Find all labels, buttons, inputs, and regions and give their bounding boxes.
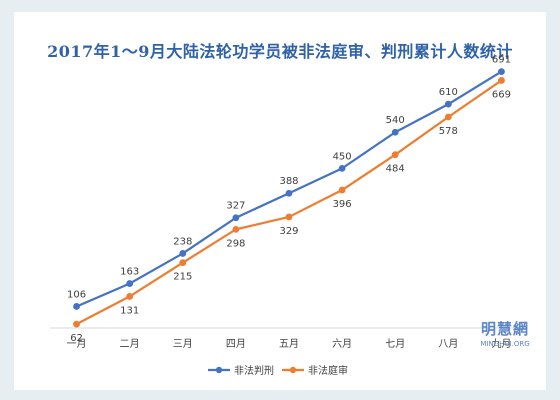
- chart-frame: 2017年1～9月大陆法轮功学员被非法庭审、判刑累计人数统计 一月 二月 三月 四月 五…: [14, 12, 546, 390]
- legend-swatch-marker: [215, 366, 223, 374]
- series-1-point: [73, 303, 80, 310]
- series-1-data-label: 388: [279, 176, 298, 187]
- series-1-point: [338, 164, 346, 172]
- series-1-data-label: 163: [120, 267, 139, 278]
- series-1-data-label: 238: [173, 236, 192, 247]
- series-1-point: [126, 280, 134, 287]
- series-1-data-label: 691: [492, 55, 511, 66]
- series-2-point: [391, 151, 399, 159]
- series-line-2: [76, 79, 503, 326]
- series-2-data-label: 298: [226, 238, 245, 249]
- x-tick-label: 四月: [226, 338, 246, 350]
- minghui-watermark: 明慧網 MINGHUI.ORG: [470, 318, 540, 348]
- x-tick-label: 二月: [120, 338, 140, 350]
- series-2-data-label: 396: [333, 199, 352, 210]
- x-tick-label: 五月: [279, 338, 299, 350]
- series-2-data-label: 578: [439, 126, 458, 137]
- series-1-point: [444, 100, 452, 108]
- chart-title: 2017年1～9月大陆法轮功学员被非法庭审、判刑累计人数统计: [47, 42, 513, 61]
- series-1-point: [179, 250, 187, 257]
- series-1-data-label: 327: [226, 201, 245, 212]
- series-1-point: [498, 68, 505, 76]
- series-1-data-label: 450: [333, 151, 352, 162]
- series-1-data-label: 540: [386, 115, 405, 126]
- series-2-point: [73, 320, 80, 328]
- series-2-point: [179, 259, 187, 267]
- legend-label: 非法庭审: [308, 364, 348, 377]
- series-2-point: [232, 225, 240, 233]
- series-line-1: [76, 70, 503, 308]
- series-1-point: [285, 189, 293, 197]
- x-tick-label: 七月: [385, 338, 405, 350]
- series-1-point: [391, 128, 399, 136]
- line-chart: 一月 二月 三月 四月 五月 六月 七月 八月 九月 106 163 238 327 388 450 540 6…: [50, 55, 528, 377]
- series-1-data-label: 106: [67, 289, 86, 300]
- series-2-data-label: 131: [120, 305, 139, 316]
- legend-swatch-marker: [289, 366, 297, 374]
- x-tick-label: 三月: [173, 338, 193, 350]
- x-tick-label: 一月: [67, 338, 87, 350]
- watermark-url: MINGHUI.ORG: [480, 340, 530, 348]
- x-tick-label: 九月: [491, 338, 511, 350]
- series-1-point: [232, 214, 240, 222]
- series-2-data-label: 484: [386, 164, 405, 175]
- series-2-point: [498, 77, 505, 84]
- series-2-point: [285, 213, 293, 221]
- series-2-data-label: 215: [173, 272, 192, 283]
- series-2-data-label: 62: [70, 333, 83, 344]
- watermark-logo: 明慧網: [480, 320, 529, 338]
- series-2-point: [444, 113, 452, 121]
- series-2-data-label: 669: [492, 89, 511, 100]
- series-2-data-label: 329: [279, 226, 298, 237]
- series-1-data-label: 610: [439, 87, 458, 98]
- x-tick-label: 八月: [438, 338, 458, 350]
- x-tick-label: 六月: [332, 338, 352, 350]
- legend-label: 非法判刑: [234, 364, 274, 377]
- series-2-point: [126, 293, 134, 300]
- series-2-point: [338, 186, 346, 194]
